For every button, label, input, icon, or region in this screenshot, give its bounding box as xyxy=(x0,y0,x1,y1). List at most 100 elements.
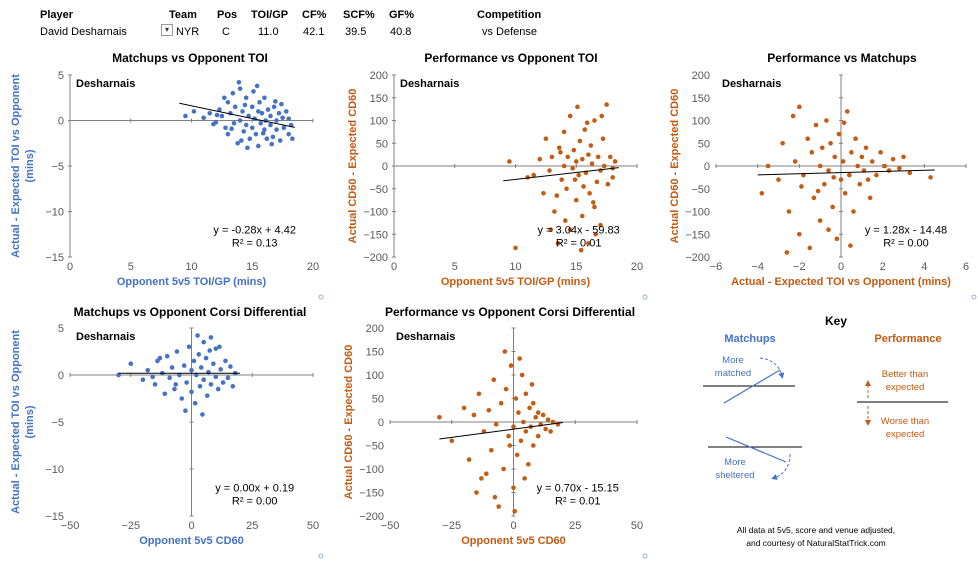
data-point xyxy=(874,172,879,178)
data-point xyxy=(517,356,522,361)
data-point xyxy=(822,181,827,187)
chart-4: Matchups vs Opponent Corsi Differential −… xyxy=(10,305,324,559)
y-tick-label: 0 xyxy=(58,116,64,128)
y-tick-label: 200 xyxy=(370,70,388,82)
data-point xyxy=(897,165,902,171)
data-point xyxy=(259,110,265,116)
team-value: NYR xyxy=(176,26,200,38)
trend-line xyxy=(439,422,563,440)
player-dropdown-icon[interactable]: ▾ xyxy=(161,24,173,36)
data-point xyxy=(230,383,236,389)
data-point xyxy=(580,156,585,162)
data-point xyxy=(610,175,615,180)
data-point xyxy=(189,389,194,395)
data-point xyxy=(215,386,221,392)
data-point xyxy=(184,380,189,385)
data-point xyxy=(256,143,261,149)
y-tick-label: 50 xyxy=(698,138,710,150)
data-point xyxy=(580,213,585,219)
key-matched-trend xyxy=(723,369,781,404)
data-point xyxy=(152,382,158,387)
data-point xyxy=(219,113,225,119)
data-point xyxy=(232,104,238,110)
data-point xyxy=(172,386,177,392)
data-point xyxy=(512,509,518,514)
key-better-line2: expected xyxy=(886,382,925,393)
resize-handle-icon[interactable] xyxy=(318,553,324,559)
data-point xyxy=(204,393,210,398)
data-point xyxy=(786,209,792,214)
data-point xyxy=(211,121,216,127)
header-col-gf: GF% xyxy=(389,9,415,21)
data-point xyxy=(479,476,484,481)
y-tick-label: −150 xyxy=(685,229,710,241)
chart-3: Performance vs Matchups −6 −4 −2 0 2 4 6 −200 −15… xyxy=(669,51,977,300)
trend-r2: R² = 0.01 xyxy=(555,496,601,508)
trend-r2: R² = 0.01 xyxy=(556,237,602,249)
data-point xyxy=(604,102,609,107)
resize-handle-icon[interactable] xyxy=(971,294,977,300)
data-point xyxy=(540,412,546,418)
data-point xyxy=(797,104,802,110)
x-tick-label: 0 xyxy=(510,520,516,532)
data-point xyxy=(230,90,236,96)
resize-handle-icon[interactable] xyxy=(642,294,648,300)
key-matchups-label: Matchups xyxy=(724,333,775,345)
key-more-matched-line2: matched xyxy=(715,368,751,379)
data-point xyxy=(847,172,852,178)
data-point xyxy=(548,227,554,232)
data-point xyxy=(811,195,817,201)
y-tick-label: 0 xyxy=(704,161,710,173)
data-point xyxy=(824,118,829,123)
data-point xyxy=(928,175,933,180)
data-point xyxy=(882,163,888,169)
data-point xyxy=(492,494,498,500)
trend-line xyxy=(179,102,295,128)
data-point xyxy=(167,375,172,381)
x-tick-label: −25 xyxy=(121,520,140,532)
data-point xyxy=(594,179,600,185)
key-more-matched-line1: More xyxy=(722,355,744,366)
data-point xyxy=(201,115,206,121)
data-point xyxy=(828,140,833,146)
data-point xyxy=(198,365,204,370)
data-point xyxy=(200,412,205,417)
trend-line xyxy=(503,167,619,182)
key-more-sheltered-line2: sheltered xyxy=(715,470,754,481)
data-point xyxy=(231,120,237,126)
pos-value: C xyxy=(222,26,230,38)
data-point xyxy=(256,109,261,114)
data-point xyxy=(508,363,514,368)
x-tick-label: 10 xyxy=(185,261,197,273)
data-point xyxy=(522,476,527,481)
data-point xyxy=(545,417,551,422)
data-point xyxy=(561,129,567,135)
y-tick-label: −50 xyxy=(365,441,384,453)
data-point xyxy=(573,197,579,203)
y-tick-label: −15 xyxy=(45,252,64,264)
x-tick-label: 4 xyxy=(921,261,927,273)
y-axis-label: (mins) xyxy=(24,149,36,182)
data-point xyxy=(572,177,578,182)
resize-handle-icon[interactable] xyxy=(318,294,324,300)
y-tick-label: 5 xyxy=(58,323,64,335)
key-title: Key xyxy=(825,314,847,328)
resize-handle-icon[interactable] xyxy=(642,553,648,559)
data-point xyxy=(836,131,842,137)
data-point xyxy=(571,147,577,153)
trend-r2: R² = 0.13 xyxy=(232,237,278,249)
x-tick-label: 6 xyxy=(963,261,969,273)
data-point xyxy=(776,177,781,182)
data-point xyxy=(241,129,247,134)
y-tick-label: −100 xyxy=(363,207,388,219)
key-panel: Key Matchups Performance More matched Mo… xyxy=(703,314,948,548)
y-tick-label: −200 xyxy=(359,511,384,523)
data-point xyxy=(592,118,597,123)
data-point xyxy=(869,159,875,164)
data-point xyxy=(809,150,815,155)
x-axis-label: Opponent 5v5 TOI/GP (mins) xyxy=(117,276,267,288)
data-point xyxy=(237,86,243,91)
data-point xyxy=(249,125,255,131)
data-point xyxy=(564,186,569,192)
y-tick-label: −100 xyxy=(359,464,384,476)
